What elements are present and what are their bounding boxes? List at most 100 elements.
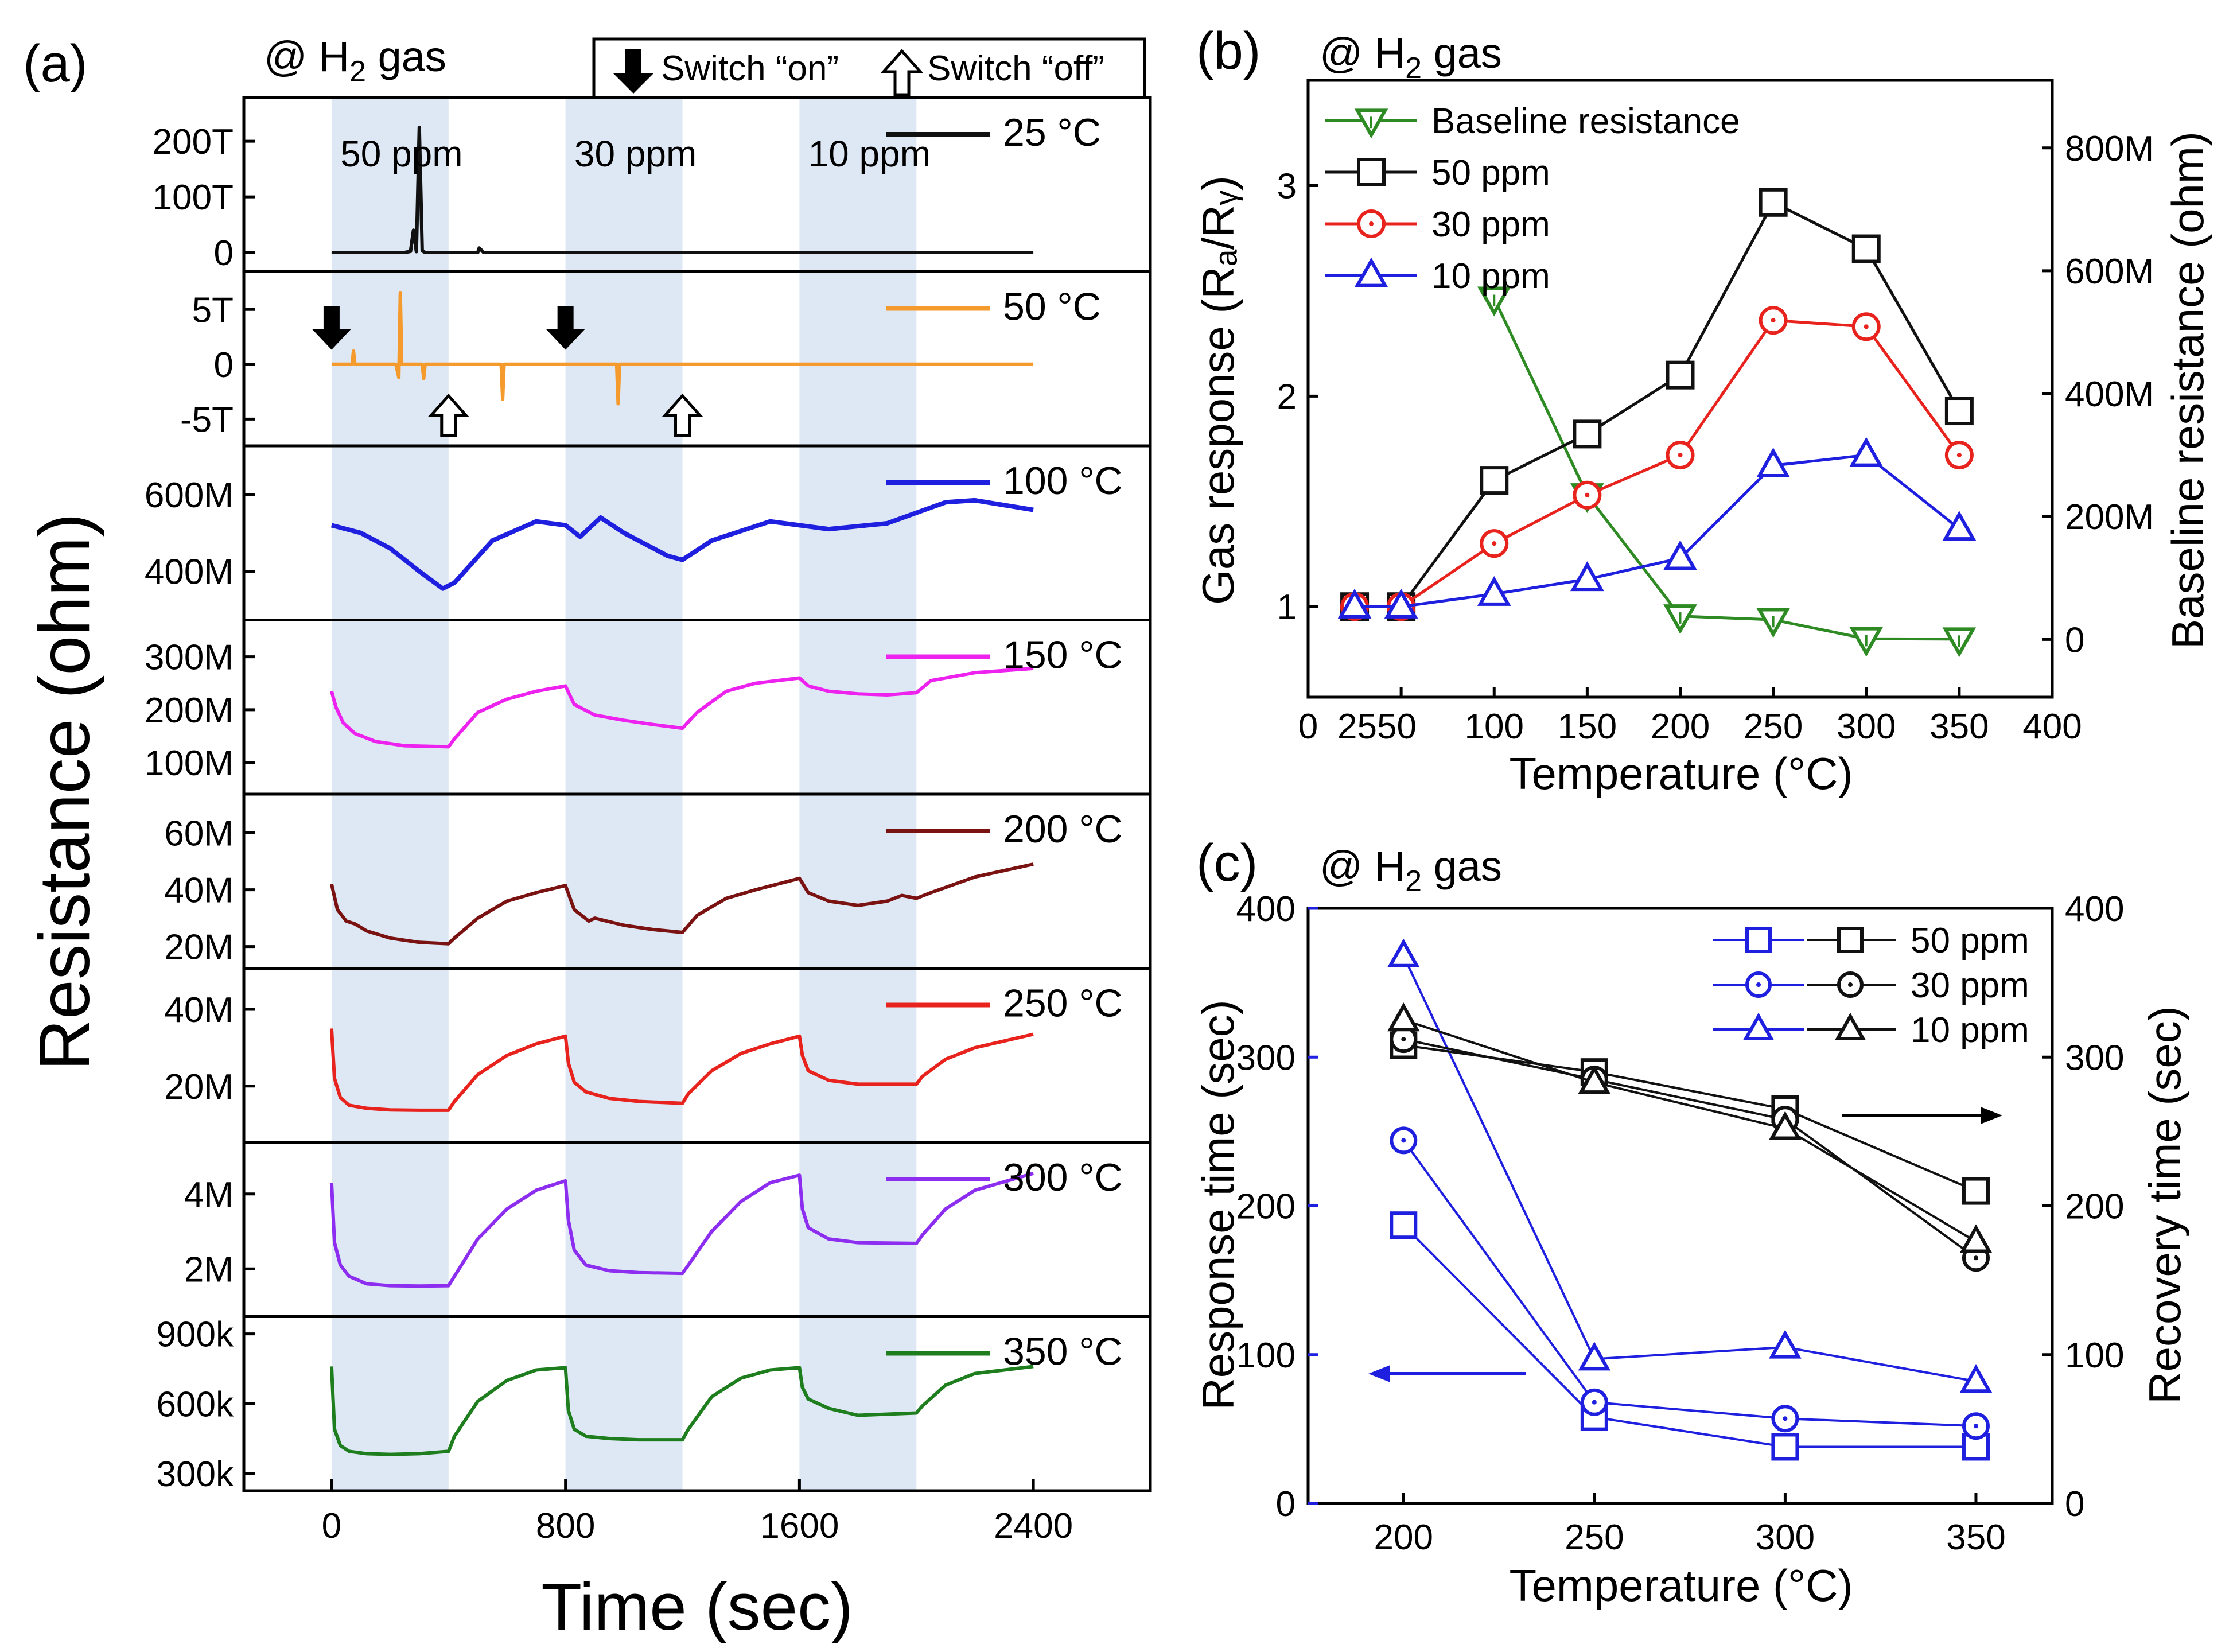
legend-marker-black bbox=[1837, 927, 1864, 953]
data-point bbox=[1959, 1224, 1993, 1253]
concentration-label: 30 ppm bbox=[574, 133, 697, 174]
strip-ytick-label: 0 bbox=[214, 345, 234, 385]
legend-label: 30 ppm bbox=[1431, 205, 1550, 244]
strip-temperature-label: 150 °C bbox=[1003, 633, 1123, 677]
strip-temperature-label: 250 °C bbox=[1003, 982, 1123, 1025]
strip-ytick-label: 900k bbox=[157, 1315, 234, 1355]
x-tick-label: 250 bbox=[1744, 707, 1803, 747]
legend-marker-blue bbox=[1745, 927, 1772, 953]
panel-b-right-y-ticks: 0 200M 400M 600M 800M bbox=[2042, 129, 2154, 660]
panel-c-subtitle: @ H2 gas bbox=[1320, 842, 1502, 898]
x-tick-label: 200 bbox=[1651, 707, 1710, 747]
series-line bbox=[1355, 318, 1960, 608]
right-y-tick-label: 400 bbox=[2065, 889, 2124, 929]
data-point-dot bbox=[1973, 1424, 1978, 1429]
strip-ytick-label: 40M bbox=[164, 871, 234, 911]
data-point-dot bbox=[1401, 1037, 1406, 1042]
panel-a-x-ticks: 0 800 1600 2400 bbox=[322, 1479, 1073, 1546]
strip-2: -5T 0 5T 50 °C bbox=[180, 285, 1101, 440]
series-line bbox=[1493, 298, 1959, 641]
y-tick-label: 200 bbox=[1236, 1187, 1296, 1227]
strip-ytick-label: 300k bbox=[157, 1455, 234, 1494]
data-point bbox=[1390, 1211, 1418, 1239]
switch-markers bbox=[312, 306, 703, 437]
down-arrow-icon bbox=[312, 306, 351, 350]
data-point bbox=[1337, 588, 1372, 619]
right-y-tick-label: 0 bbox=[2065, 1484, 2084, 1524]
data-point bbox=[1384, 588, 1418, 619]
switch-on-label: Switch “on” bbox=[661, 49, 839, 88]
series-left-30-ppm bbox=[1390, 1126, 1990, 1440]
strip-ytick-label: -5T bbox=[180, 400, 234, 440]
x-tick-label: 300 bbox=[1756, 1518, 1815, 1557]
left-arrowhead-icon bbox=[1368, 1365, 1390, 1382]
data-point-dot bbox=[1771, 318, 1776, 323]
panel-c-x-axis-title: Temperature (°C) bbox=[1509, 1560, 1853, 1611]
trace-5 bbox=[329, 862, 1034, 946]
strip-temperature-label: 300 °C bbox=[1003, 1156, 1123, 1199]
strip-ytick-label: 300M bbox=[145, 638, 234, 678]
series-line bbox=[1355, 453, 1960, 608]
x-tick-label: 2400 bbox=[994, 1506, 1073, 1546]
data-point bbox=[1771, 1433, 1799, 1461]
x-tick-label: 1600 bbox=[760, 1506, 839, 1546]
legend-label: 50 ppm bbox=[1431, 153, 1550, 193]
panel-c-response-recovery: (c) @ H2 gas 200 250 300 350 0100200300400 … bbox=[1193, 834, 2190, 1611]
series-line bbox=[1402, 1140, 1977, 1428]
series-line bbox=[1402, 955, 1977, 1383]
strip-4: 100M 200M 300M 150 °C bbox=[145, 633, 1123, 784]
data-point bbox=[1756, 448, 1790, 478]
panel-a-time-response: (a) @ H2 gas Switch “on” Switch “off” 0 1… bbox=[23, 33, 1152, 1644]
down-arrow-icon bbox=[613, 49, 654, 94]
strip-6: 20M 40M 250 °C bbox=[164, 982, 1123, 1112]
down-arrow-icon bbox=[546, 306, 585, 350]
data-point bbox=[1578, 1342, 1611, 1371]
strip-temperature-label: 25 °C bbox=[1003, 111, 1101, 154]
panel-c-y-axis-title: Response time (sec) bbox=[1193, 1000, 1243, 1410]
data-point bbox=[1851, 234, 1881, 263]
data-point bbox=[1759, 188, 1788, 217]
series-10-ppm bbox=[1337, 437, 1977, 619]
panel-b-x-ticks: 0 2550 100 150 200 250 300 350 400 bbox=[1298, 687, 2082, 747]
legend-label: 30 ppm bbox=[1911, 966, 2029, 1005]
up-arrow-outline-icon bbox=[662, 393, 703, 437]
data-point bbox=[1849, 437, 1884, 467]
data-point-dot bbox=[1585, 492, 1590, 497]
panel-a-x-axis-title: Time (sec) bbox=[541, 1569, 853, 1644]
panel-b-label: (b) bbox=[1196, 22, 1261, 80]
panel-b-series bbox=[1337, 188, 1977, 658]
strip-ytick-label: 5T bbox=[192, 290, 234, 330]
data-point bbox=[1663, 540, 1697, 570]
strip-ytick-label: 4M bbox=[184, 1175, 234, 1215]
data-point bbox=[1959, 1364, 1993, 1393]
data-point bbox=[1962, 1177, 1990, 1205]
panel-b-legend: Baseline resistance 50 ppm 30 ppm 10 ppm bbox=[1325, 102, 1740, 296]
series-left-10-ppm bbox=[1387, 938, 1993, 1393]
data-point-dot bbox=[1492, 541, 1497, 546]
switch-legend: Switch “on” Switch “off” bbox=[592, 37, 1146, 99]
data-point-dot bbox=[1956, 453, 1962, 458]
series-line bbox=[1402, 1224, 1976, 1448]
panel-c-label: (c) bbox=[1196, 834, 1258, 892]
data-point-dot bbox=[1864, 324, 1869, 329]
strip-temperature-label: 350 °C bbox=[1003, 1330, 1123, 1374]
x-tick-label: 100 bbox=[1465, 707, 1524, 747]
right-y-tick-label: 100 bbox=[2065, 1336, 2124, 1375]
trace-2 bbox=[331, 291, 1034, 406]
legend-marker bbox=[1354, 257, 1388, 287]
x-tick-label: 2550 bbox=[1337, 707, 1417, 747]
data-point-dot bbox=[1592, 1400, 1597, 1405]
right-y-tick-label: 600M bbox=[2065, 252, 2154, 291]
right-y-tick-label: 300 bbox=[2065, 1038, 2124, 1078]
panel-c-x-ticks: 200 250 300 350 bbox=[1374, 1493, 2006, 1557]
concentration-labels: 50 ppm 30 ppm 10 ppm bbox=[340, 133, 931, 174]
strip-ytick-label: 100T bbox=[153, 178, 234, 217]
strip-ytick-label: 600k bbox=[157, 1385, 234, 1424]
data-point bbox=[1573, 419, 1602, 449]
right-y-tick-label: 800M bbox=[2065, 129, 2154, 169]
legend-label: 10 ppm bbox=[1431, 256, 1550, 296]
strip-7: 2M 4M 300 °C bbox=[184, 1156, 1123, 1289]
panel-c-legend: 50 ppm 30 ppm 10 ppm bbox=[1713, 921, 2029, 1050]
data-point bbox=[1769, 1330, 1802, 1359]
